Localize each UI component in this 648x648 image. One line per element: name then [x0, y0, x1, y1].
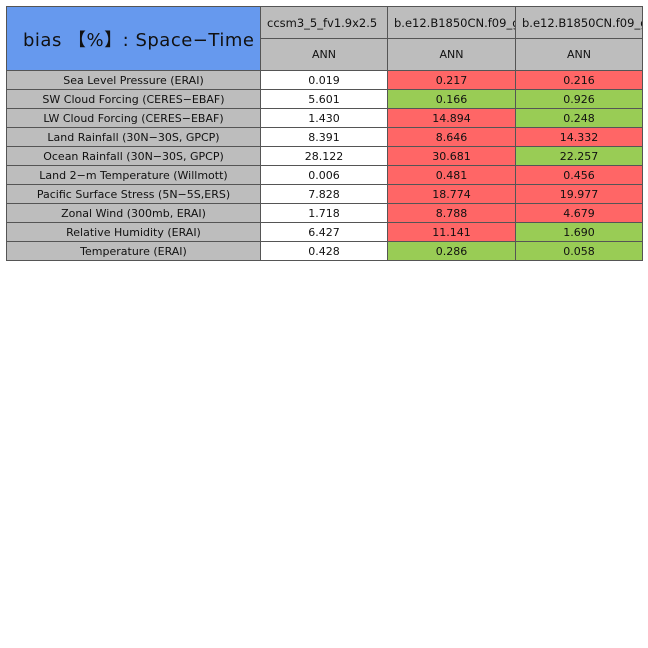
- row-label: Zonal Wind (300mb, ERAI): [6, 203, 261, 223]
- value-cell: 18.774: [387, 184, 516, 204]
- value-cell: 0.428: [260, 241, 388, 261]
- value-cell: 7.828: [260, 184, 388, 204]
- value-cell: 0.006: [260, 165, 388, 185]
- table-row: Land Rainfall (30N−30S, GPCP) 8.391 8.646 1…: [6, 127, 643, 147]
- value-cell: 5.601: [260, 89, 388, 109]
- value-cell: 0.166: [387, 89, 516, 109]
- table-body: Sea Level Pressure (ERAI) 0.019 0.217 0.216…: [6, 70, 643, 261]
- value-cell: 0.019: [260, 70, 388, 90]
- season-label-3: ANN: [515, 38, 643, 71]
- value-cell: 1.718: [260, 203, 388, 223]
- row-label: Sea Level Pressure (ERAI): [6, 70, 261, 90]
- season-label-2: ANN: [387, 38, 516, 71]
- value-cell: 0.216: [515, 70, 643, 90]
- value-cell: 1.430: [260, 108, 388, 128]
- value-cell: 4.679: [515, 203, 643, 223]
- value-cell: 19.977: [515, 184, 643, 204]
- row-label: Relative Humidity (ERAI): [6, 222, 261, 242]
- value-cell: 30.681: [387, 146, 516, 166]
- table-row: Sea Level Pressure (ERAI) 0.019 0.217 0.216: [6, 70, 643, 90]
- row-label: Pacific Surface Stress (5N−5S,ERS): [6, 184, 261, 204]
- model-name-1: ccsm3_5_fv1.9x2.5: [260, 6, 388, 39]
- table-row: Temperature (ERAI) 0.428 0.286 0.058: [6, 241, 643, 261]
- bias-table: bias 【%】: Space−Time ccsm3_5_fv1.9x2.5 b…: [6, 6, 643, 261]
- model-name-2: b.e12.B1850CN.f09_g16.pio: [387, 6, 516, 39]
- value-cell: 8.391: [260, 127, 388, 147]
- value-cell: 6.427: [260, 222, 388, 242]
- bias-table-container: bias 【%】: Space−Time ccsm3_5_fv1.9x2.5 b…: [6, 6, 643, 261]
- table-row: Zonal Wind (300mb, ERAI) 1.718 8.788 4.679: [6, 203, 643, 223]
- table-row: LW Cloud Forcing (CERES−EBAF) 1.430 14.894…: [6, 108, 643, 128]
- table-title: bias 【%】: Space−Time: [6, 6, 261, 71]
- value-cell: 0.217: [387, 70, 516, 90]
- value-cell: 14.894: [387, 108, 516, 128]
- row-label: Land Rainfall (30N−30S, GPCP): [6, 127, 261, 147]
- table-row: Relative Humidity (ERAI) 6.427 11.141 1.690: [6, 222, 643, 242]
- table-row: Land 2−m Temperature (Willmott) 0.006 0.48…: [6, 165, 643, 185]
- value-cell: 0.481: [387, 165, 516, 185]
- value-cell: 0.286: [387, 241, 516, 261]
- row-label: Ocean Rainfall (30N−30S, GPCP): [6, 146, 261, 166]
- value-cell: 11.141: [387, 222, 516, 242]
- table-row: Pacific Surface Stress (5N−5S,ERS) 7.828 1…: [6, 184, 643, 204]
- value-cell: 8.646: [387, 127, 516, 147]
- table-row: Ocean Rainfall (30N−30S, GPCP) 28.122 30.6…: [6, 146, 643, 166]
- value-cell: 0.058: [515, 241, 643, 261]
- model-header-row: bias 【%】: Space−Time ccsm3_5_fv1.9x2.5 b…: [6, 6, 643, 71]
- season-header-row: ANN ANN ANN: [7, 38, 643, 71]
- value-cell: 0.248: [515, 108, 643, 128]
- value-cell: 22.257: [515, 146, 643, 166]
- value-cell: 0.926: [515, 89, 643, 109]
- value-cell: 8.788: [387, 203, 516, 223]
- value-cell: 28.122: [260, 146, 388, 166]
- value-cell: 1.690: [515, 222, 643, 242]
- row-label: Land 2−m Temperature (Willmott): [6, 165, 261, 185]
- value-cell: 14.332: [515, 127, 643, 147]
- row-label: SW Cloud Forcing (CERES−EBAF): [6, 89, 261, 109]
- value-cell: 0.456: [515, 165, 643, 185]
- model-name-3: b.e12.B1850CN.f09_g16.plio: [515, 6, 643, 39]
- row-label: Temperature (ERAI): [6, 241, 261, 261]
- season-label-1: ANN: [260, 38, 388, 71]
- table-row: SW Cloud Forcing (CERES−EBAF) 5.601 0.166 0…: [6, 89, 643, 109]
- row-label: LW Cloud Forcing (CERES−EBAF): [6, 108, 261, 128]
